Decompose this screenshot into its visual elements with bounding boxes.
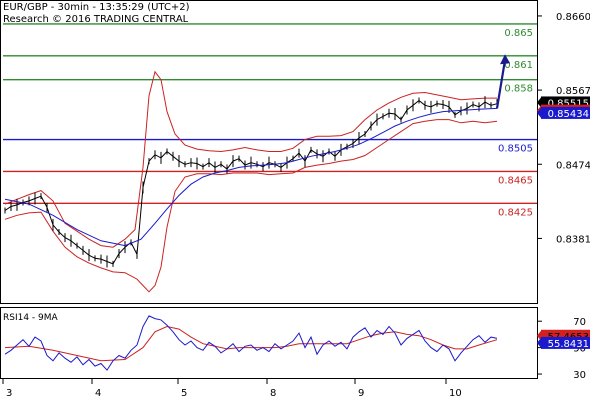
rsi-badge-bg-1: [541, 336, 590, 349]
price-tick-label-1: 0.8567: [556, 86, 590, 97]
price-series: [4, 96, 498, 268]
lower-band: [4, 119, 498, 293]
price-line: [4, 99, 498, 265]
rsi-line: [4, 315, 498, 371]
time-tick-label-5: 10: [449, 388, 462, 399]
rsi-tick-label-0: 70: [573, 317, 586, 328]
bollinger-bands: [4, 70, 498, 293]
price-tick-label-0: 0.8660: [556, 12, 590, 23]
price-badge-pointer-2: [537, 107, 541, 118]
chart-title: EUR/GBP - 30min - 13:35:29 (UTC+2): [3, 2, 190, 13]
upper-band: [4, 70, 497, 248]
price-badge-pointer-0: [537, 97, 541, 108]
price-badge-label-0: 0.85515: [548, 98, 589, 109]
ma-line: [4, 107, 498, 247]
price-tick-label-2: 0.8474: [556, 160, 590, 171]
rsi-tick-label-2: 30: [573, 370, 586, 381]
level-lines: 0.865 0.861 0.858 0.8505 0.8465 0.8425: [3, 23, 537, 218]
rsi-panel: [0, 307, 538, 379]
price-badge-bg-2: [541, 106, 590, 119]
rsi-ma-line: [4, 325, 498, 362]
time-tick-label-2: 5: [181, 388, 187, 399]
level-label-3: 0.8505: [498, 144, 533, 155]
projection-arrow: [495, 54, 510, 109]
level-label-1: 0.861: [504, 60, 533, 71]
level-label-5: 0.8425: [498, 207, 533, 218]
moving-average: [4, 107, 498, 247]
chart-subtitle: Research © 2016 TRADING CENTRAL: [3, 14, 189, 25]
price-tick-label-3: 0.8381: [556, 234, 590, 245]
projection-line: [495, 60, 507, 109]
rsi-badge-pointer-0: [537, 330, 541, 341]
level-label-4: 0.8465: [498, 175, 533, 186]
rsi-badge-label-1: 55.8431: [548, 339, 589, 350]
rsi-tick-label-1: 50: [573, 344, 586, 355]
time-tick-label-0: 3: [6, 388, 12, 399]
price-axis: 0.8660 0.8567 0.8474 0.8381: [537, 12, 590, 245]
price-badge-label-2: 0.85434: [548, 109, 589, 120]
time-axis: 3 4 5 8 9 10: [2, 378, 462, 399]
rsi-panel-title: RSI14 - 9MA: [3, 313, 59, 323]
rsi-axis: 70503057.465355.8431: [537, 317, 590, 381]
rsi-series: [4, 315, 498, 371]
time-tick-label-4: 9: [358, 388, 364, 399]
level-label-2: 0.858: [504, 84, 533, 95]
time-tick-label-1: 4: [95, 388, 101, 399]
time-tick-label-3: 8: [270, 388, 276, 399]
rsi-badge-pointer-1: [537, 337, 541, 348]
projection-arrowhead: [500, 54, 510, 65]
level-label-0: 0.865: [504, 28, 533, 39]
